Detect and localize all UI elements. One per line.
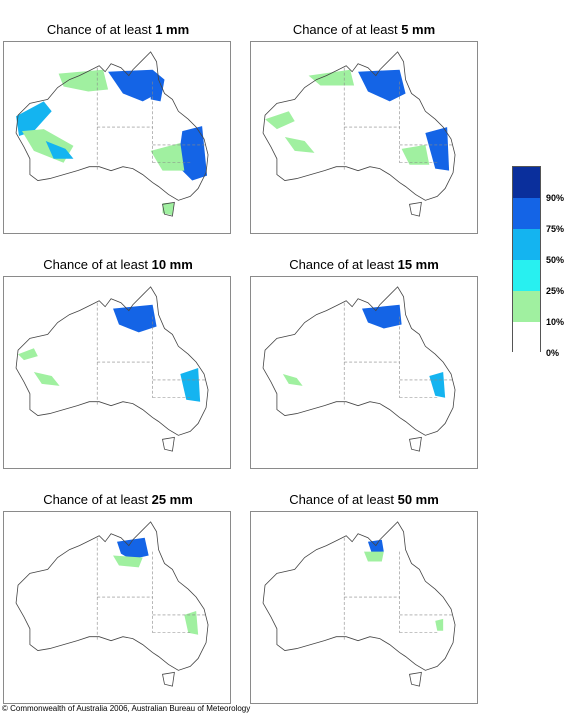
panel-title-5mm: Chance of at least 5 mm bbox=[292, 22, 436, 37]
legend-swatch-0 bbox=[513, 322, 540, 353]
legend-swatch-10 bbox=[513, 291, 540, 322]
rain-region-fill bbox=[16, 69, 208, 216]
australia-outline bbox=[15, 286, 209, 452]
australia-map-15mm bbox=[262, 286, 456, 452]
legend-swatch-50 bbox=[513, 229, 540, 260]
rain-region-fill bbox=[282, 304, 446, 398]
australia-map-1mm bbox=[15, 51, 209, 217]
state-borders bbox=[96, 67, 208, 171]
rain-region-fill bbox=[265, 69, 450, 171]
australia-map-50mm bbox=[262, 521, 456, 687]
legend-label-10: 10% bbox=[546, 317, 565, 327]
rain-region-fill bbox=[364, 539, 444, 631]
legend-swatch-25 bbox=[513, 260, 540, 291]
state-borders bbox=[96, 302, 208, 406]
map-panel-15mm bbox=[250, 276, 478, 469]
copyright-notice: © Commonwealth of Australia 2006, Austra… bbox=[2, 704, 251, 713]
legend-label-25: 25% bbox=[546, 286, 565, 296]
legend-label-75: 75% bbox=[546, 224, 565, 234]
australia-map-25mm bbox=[15, 521, 209, 687]
australia-outline bbox=[15, 51, 209, 217]
state-borders bbox=[343, 67, 455, 171]
panel-title-50mm: Chance of at least 50 mm bbox=[289, 492, 439, 507]
panel-title-25mm: Chance of at least 25 mm bbox=[43, 492, 193, 507]
rain-region-fill bbox=[18, 304, 201, 402]
state-borders bbox=[96, 537, 208, 641]
panel-title-10mm: Chance of at least 10 mm bbox=[43, 257, 193, 272]
legend-swatch-90 bbox=[513, 167, 540, 198]
probability-legend bbox=[512, 166, 541, 353]
legend-label-50: 50% bbox=[546, 255, 565, 265]
panel-title-1mm: Chance of at least 1 mm bbox=[46, 22, 190, 37]
australia-outline bbox=[262, 286, 456, 452]
australia-outline bbox=[262, 51, 456, 217]
state-borders bbox=[343, 302, 455, 406]
australia-map-5mm bbox=[262, 51, 456, 217]
legend-label-0: 0% bbox=[546, 348, 560, 358]
australia-outline bbox=[15, 521, 209, 687]
map-panel-25mm bbox=[3, 511, 231, 704]
legend-label-90: 90% bbox=[546, 193, 565, 203]
panel-title-15mm: Chance of at least 15 mm bbox=[289, 257, 439, 272]
rain-region-fill bbox=[113, 537, 199, 635]
map-panel-50mm bbox=[250, 511, 478, 704]
australia-outline bbox=[262, 521, 456, 687]
legend-swatch-75 bbox=[513, 198, 540, 229]
map-panel-10mm bbox=[3, 276, 231, 469]
map-panel-1mm bbox=[3, 41, 231, 234]
map-panel-5mm bbox=[250, 41, 478, 234]
australia-map-10mm bbox=[15, 286, 209, 452]
